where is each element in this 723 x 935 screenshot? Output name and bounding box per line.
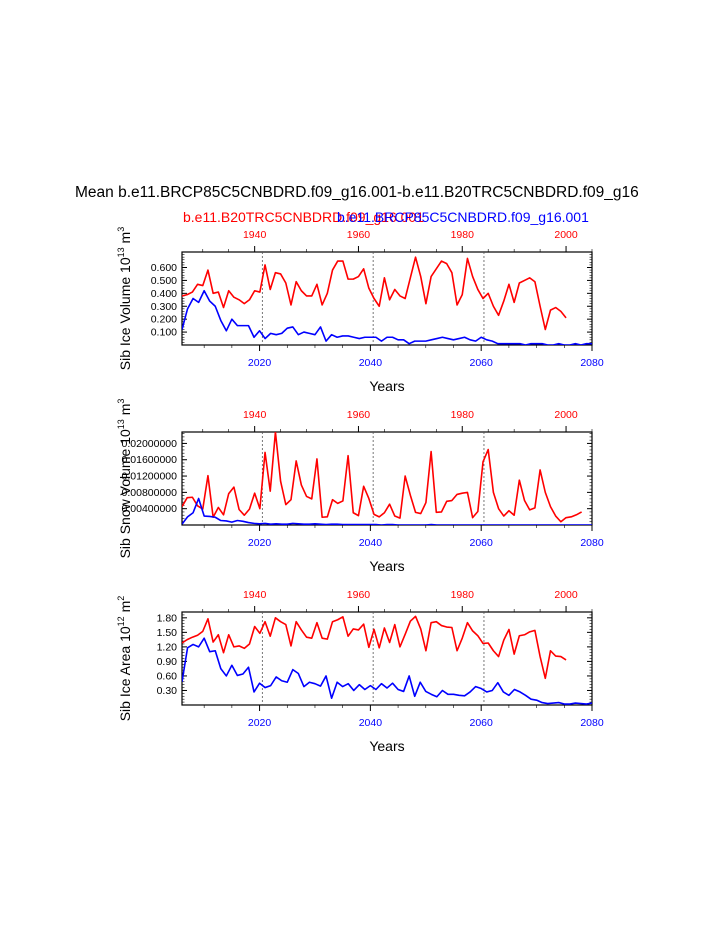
x-axis-label: Years [369,738,404,754]
x-tick-label-top: 1960 [347,589,371,601]
x-axis-label: Years [369,558,404,574]
y-axis-label: Sib Ice Area 1012 m2 [116,596,133,722]
y-tick-label: 1.80 [157,612,178,624]
x-tick-label-top: 1960 [347,409,371,421]
x-tick-label-top: 2000 [554,589,578,601]
x-tick-label-top: 1960 [347,229,371,241]
x-tick-label-bottom: 2060 [470,357,494,369]
y-tick-label: 1.50 [157,627,178,639]
x-tick-label-bottom: 2080 [580,537,604,549]
plot-frame [181,251,593,346]
series-line-historical [182,256,567,331]
y-tick-label: 0.30 [157,685,178,697]
legend-label-rcp85: b.e11.BRCP85C5CNBDRD.f09_g16.001 [337,209,589,225]
legend-label-historical: b.e11.B20TRC5CNBDRD.f09_g16.001 [183,209,424,225]
y-tick-label: 0.60 [157,670,178,682]
y-axis-label: Sib Snow Volume 1013 m3 [116,399,133,559]
y-axis-label: Sib Ice Volume 1013 m3 [116,227,133,370]
series-line-rcp85 [182,289,592,345]
x-tick-label-top: 1940 [243,409,267,421]
x-tick-label-bottom: 2080 [580,717,604,729]
figure-title: Mean b.e11.BRCP85C5CNBDRD.f09_g16.001-b.… [75,184,639,201]
x-tick-label-top: 1980 [451,589,475,601]
x-tick-label-bottom: 2060 [470,537,494,549]
x-tick-label-top: 2000 [554,409,578,421]
y-tick-label: 0.01200000 [122,471,178,483]
x-tick-label-top: 2000 [554,229,578,241]
y-tick-label: 1.20 [157,641,178,653]
x-tick-label-bottom: 2020 [248,357,272,369]
x-tick-label-top: 1940 [243,229,267,241]
x-tick-label-top: 1940 [243,589,267,601]
y-tick-label: 0.02000000 [122,438,178,450]
series-line-rcp85 [182,497,592,525]
y-tick-label: 0.600 [151,262,177,274]
y-tick-label: 0.400 [151,288,177,300]
series-line-historical [182,615,567,680]
y-tick-label: 0.01600000 [122,454,178,466]
chart-panel-ice-area: 0.30 0.60 0.90 1.20 1.50 1.80 2020 2040 2060 2080… [116,589,604,754]
plot-frame [181,431,593,526]
x-tick-label-bottom: 2080 [580,357,604,369]
x-tick-label-bottom: 2040 [359,357,383,369]
x-tick-label-bottom: 2020 [248,717,272,729]
series-line-rcp85 [182,637,592,705]
x-tick-label-bottom: 2020 [248,537,272,549]
y-tick-label: 0.90 [157,656,178,668]
x-tick-label-top: 1980 [451,229,475,241]
y-tick-label: 0.00800000 [122,487,178,499]
x-axis-label: Years [369,378,404,394]
y-tick-label: 0.200 [151,314,177,326]
x-tick-label-bottom: 2040 [359,717,383,729]
x-tick-label-bottom: 2040 [359,537,383,549]
x-tick-label-top: 1980 [451,409,475,421]
y-tick-label: 0.300 [151,301,177,313]
chart-panel-snow-volume: 0.00400000 0.00800000 0.01200000 0.01600000… [116,399,604,574]
x-tick-label-bottom: 2060 [470,717,494,729]
series-line-historical [182,432,583,523]
y-tick-label: 0.500 [151,275,177,287]
plot-frame [181,611,593,706]
y-tick-label: 0.100 [151,327,177,339]
y-tick-label: 0.00400000 [122,503,178,515]
